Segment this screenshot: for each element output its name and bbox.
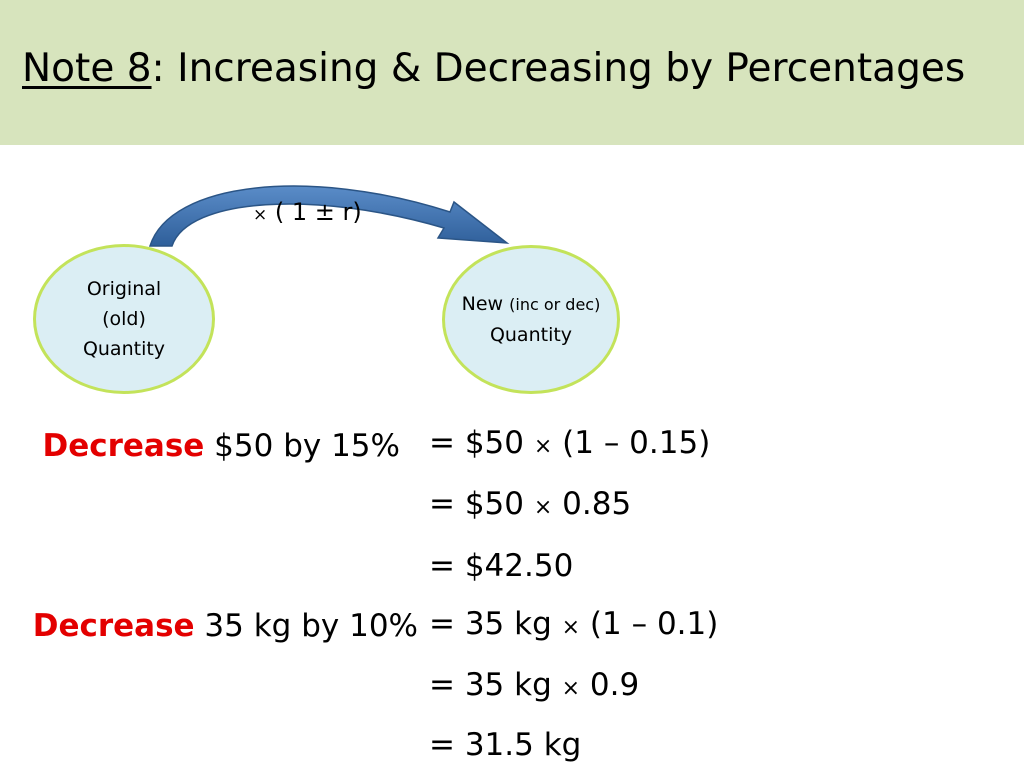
step-text: = 35 kg	[429, 667, 562, 703]
title-bar: Note 8: Increasing & Decreasing by Perce…	[0, 0, 1024, 145]
example-2-step-3: = 31.5 kg	[429, 727, 581, 763]
example-1-text: $50 by 15%	[204, 428, 400, 464]
example-2-keyword: Decrease	[32, 608, 195, 644]
times-symbol: ×	[533, 434, 553, 459]
formula-text: ( 1 ± r)	[267, 198, 362, 226]
step-text: 0.9	[580, 667, 640, 703]
step-text: = 35 kg	[429, 606, 562, 642]
step-text: = $42.50	[429, 548, 574, 584]
example-1-step-1: = $50 × (1 – 0.15)	[429, 425, 710, 461]
example-2-step-1: = 35 kg × (1 – 0.1)	[429, 606, 718, 642]
step-text: = $50	[429, 425, 534, 461]
times-symbol: ×	[561, 676, 581, 701]
times-symbol: ×	[253, 205, 268, 225]
formula-label: × ( 1 ± r)	[253, 198, 362, 226]
new-quantity-bubble: New (inc or dec) Quantity	[442, 245, 620, 394]
example-2-problem: Decrease 35 kg by 10%	[33, 608, 418, 644]
curved-arrow-icon	[148, 185, 510, 247]
new-line-1-note: (inc or dec)	[509, 295, 601, 314]
new-line-2: Quantity	[489, 324, 573, 346]
step-text: (1 – 0.1)	[580, 606, 719, 642]
original-line-3: Quantity	[82, 338, 166, 360]
original-line-2: (old)	[102, 308, 146, 330]
example-1-problem: Decrease $50 by 15%	[42, 428, 400, 464]
times-symbol: ×	[533, 495, 553, 520]
example-1-step-3: = $42.50	[429, 548, 573, 584]
step-text: 0.85	[552, 486, 632, 522]
step-text: (1 – 0.15)	[552, 425, 711, 461]
title-note-label: Note 8	[22, 46, 152, 91]
original-quantity-bubble: Original (old) Quantity	[33, 244, 215, 394]
step-text: = $50	[429, 486, 534, 522]
times-symbol: ×	[561, 615, 581, 640]
example-2-step-2: = 35 kg × 0.9	[429, 667, 639, 703]
example-1-step-2: = $50 × 0.85	[429, 486, 631, 522]
step-text: = 31.5 kg	[429, 727, 582, 763]
example-1-keyword: Decrease	[42, 428, 205, 464]
new-line-1-main: New	[461, 293, 510, 315]
title-text: : Increasing & Decreasing by Percentages	[151, 46, 966, 91]
example-2-text: 35 kg by 10%	[194, 608, 418, 644]
original-line-1: Original	[86, 278, 162, 300]
slide-title: Note 8: Increasing & Decreasing by Perce…	[22, 46, 966, 91]
